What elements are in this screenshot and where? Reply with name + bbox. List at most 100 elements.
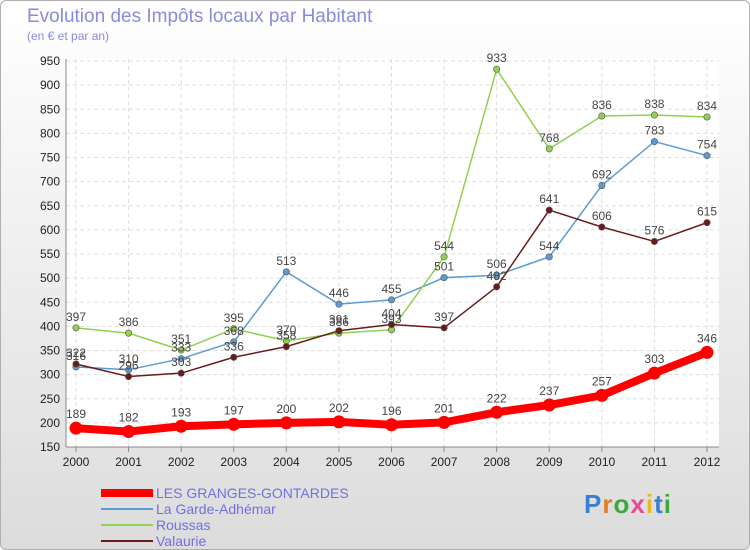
data-point bbox=[650, 237, 658, 245]
data-label: 544 bbox=[539, 239, 559, 253]
data-label: 303 bbox=[644, 352, 664, 366]
data-point bbox=[545, 145, 553, 153]
legend-label: La Garde-Adhémar bbox=[156, 501, 276, 517]
data-labels: 316 310 333 368 513 446 455 501 506 544 692 783 754 3… bbox=[66, 51, 717, 424]
legend-label: Roussas bbox=[156, 517, 211, 533]
data-point bbox=[598, 223, 606, 231]
y-tick-label: 600 bbox=[40, 223, 60, 237]
x-tick-label: 2003 bbox=[220, 455, 247, 469]
logo-letter: t bbox=[654, 489, 664, 519]
data-label: 506 bbox=[487, 257, 507, 271]
logo-letter: o bbox=[613, 489, 631, 519]
y-tick-label: 650 bbox=[40, 199, 60, 213]
data-label: 501 bbox=[434, 260, 454, 274]
logo-letter: x bbox=[630, 489, 646, 519]
data-label: 196 bbox=[381, 404, 401, 418]
legend-swatch bbox=[101, 540, 153, 542]
data-point bbox=[387, 296, 395, 304]
data-point bbox=[700, 345, 714, 359]
x-tick-label: 2008 bbox=[483, 455, 510, 469]
y-tick-label: 800 bbox=[40, 126, 60, 140]
x-tick-label: 2000 bbox=[63, 455, 90, 469]
data-label: 834 bbox=[697, 99, 717, 113]
logo-letter: P bbox=[584, 489, 603, 519]
data-label: 513 bbox=[276, 254, 296, 268]
data-label: 933 bbox=[487, 51, 507, 65]
data-label: 237 bbox=[539, 384, 559, 398]
data-label: 182 bbox=[119, 411, 139, 425]
data-point bbox=[335, 300, 343, 308]
data-label: 316 bbox=[66, 349, 86, 363]
legend-swatch bbox=[101, 489, 153, 497]
data-point bbox=[177, 369, 185, 377]
chart-title: Evolution des Impôts locaux par Habitant bbox=[27, 6, 373, 27]
data-point bbox=[230, 353, 238, 361]
plot-area bbox=[66, 59, 719, 447]
grid bbox=[66, 59, 719, 448]
data-label: 391 bbox=[329, 313, 349, 327]
data-point bbox=[542, 398, 556, 412]
data-label: 200 bbox=[276, 402, 296, 416]
data-point bbox=[703, 152, 711, 160]
data-point bbox=[125, 373, 133, 381]
data-point bbox=[335, 327, 343, 335]
axes: 150 200 250 300 350 400 450 500 550 600 650 700 750 8… bbox=[40, 54, 721, 469]
logo-letter: i bbox=[645, 489, 655, 519]
data-point bbox=[647, 366, 661, 380]
x-tick-label: 2005 bbox=[326, 455, 353, 469]
data-point bbox=[545, 206, 553, 214]
data-label: 310 bbox=[119, 352, 139, 366]
line-chart: 150 200 250 300 350 400 450 500 550 600 650 700 750 8… bbox=[40, 51, 721, 469]
data-label: 455 bbox=[381, 282, 401, 296]
y-tick-label: 450 bbox=[40, 295, 60, 309]
data-point bbox=[69, 421, 83, 435]
x-tick-label: 2001 bbox=[115, 455, 142, 469]
data-label: 257 bbox=[592, 374, 612, 388]
data-point bbox=[703, 113, 711, 121]
data-point bbox=[545, 253, 553, 261]
y-tick-label: 300 bbox=[40, 368, 60, 382]
data-point bbox=[440, 324, 448, 332]
data-label: 692 bbox=[592, 167, 612, 181]
data-point bbox=[493, 65, 501, 73]
data-point bbox=[279, 416, 293, 430]
y-tick-label: 400 bbox=[40, 319, 60, 333]
data-label: 193 bbox=[171, 405, 191, 419]
data-point bbox=[440, 274, 448, 282]
data-label: 333 bbox=[171, 341, 191, 355]
y-tick-label: 250 bbox=[40, 392, 60, 406]
data-point bbox=[387, 320, 395, 328]
legend-label: LES GRANGES-GONTARDES bbox=[156, 485, 349, 501]
data-label: 544 bbox=[434, 239, 454, 253]
data-label: 370 bbox=[276, 323, 296, 337]
data-point bbox=[177, 355, 185, 363]
data-label: 783 bbox=[644, 124, 664, 138]
data-point bbox=[282, 268, 290, 276]
data-point bbox=[650, 111, 658, 119]
data-label: 296 bbox=[119, 359, 139, 373]
data-point bbox=[72, 360, 80, 368]
legend-swatch bbox=[101, 508, 153, 510]
y-tick-label: 900 bbox=[40, 78, 60, 92]
data-label: 397 bbox=[66, 310, 86, 324]
data-label: 397 bbox=[434, 310, 454, 324]
y-tick-label: 850 bbox=[40, 102, 60, 116]
chart-subtitle: (en € et par an) bbox=[27, 29, 110, 43]
data-label: 615 bbox=[697, 205, 717, 219]
data-label: 222 bbox=[487, 391, 507, 405]
x-tick-label: 2012 bbox=[694, 455, 721, 469]
data-point bbox=[122, 425, 136, 439]
data-point bbox=[595, 388, 609, 402]
logo-letter: r bbox=[602, 489, 614, 519]
data-point bbox=[493, 283, 501, 291]
data-label: 336 bbox=[224, 339, 244, 353]
data-point bbox=[493, 271, 501, 279]
data-point bbox=[227, 417, 241, 431]
data-label: 641 bbox=[539, 192, 559, 206]
data-label: 446 bbox=[329, 286, 349, 300]
data-point bbox=[437, 415, 451, 429]
data-label: 202 bbox=[329, 401, 349, 415]
data-label: 482 bbox=[487, 269, 507, 283]
data-label: 346 bbox=[697, 331, 717, 345]
y-tick-label: 200 bbox=[40, 416, 60, 430]
